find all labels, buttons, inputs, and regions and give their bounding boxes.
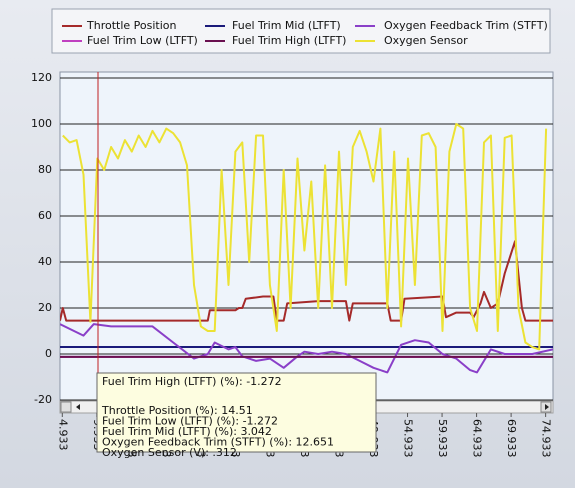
legend-box xyxy=(51,8,551,54)
tooltip-line: Throttle Position (%): 14.51 xyxy=(101,404,253,417)
y-tick-label: 60 xyxy=(38,209,52,222)
y-tick-label: 80 xyxy=(38,163,52,176)
tooltip-line: Oxygen Sensor (V): .312 xyxy=(102,446,237,459)
y-tick-label: 120 xyxy=(31,71,52,84)
x-tick-label: 74.933 xyxy=(540,419,553,458)
x-tick-label: 69.933 xyxy=(505,419,518,458)
x-tick-label: 54.933 xyxy=(402,419,415,458)
tooltip-line: Fuel Trim Mid (LTFT) (%): 3.042 xyxy=(102,425,272,438)
tooltip-line: Oxygen Feedback Trim (STFT) (%): 12.651 xyxy=(102,436,334,449)
y-tick-label: 40 xyxy=(38,255,52,268)
legend-label: Fuel Trim Mid (LTFT) xyxy=(232,19,341,32)
series-line xyxy=(60,240,553,322)
legend-label: Throttle Position xyxy=(86,19,177,32)
legend-label: Fuel Trim High (LTFT) xyxy=(232,34,346,47)
legend-label: Fuel Trim Low (LTFT) xyxy=(87,34,198,47)
legend-label: Oxygen Feedback Trim (STFT) xyxy=(384,19,548,32)
y-tick-label: 100 xyxy=(31,117,52,130)
y-tick-label: 0 xyxy=(45,347,52,360)
tooltip-title: Fuel Trim High (LTFT) (%): -1.272 xyxy=(102,375,282,388)
y-tick-label: -20 xyxy=(34,393,52,406)
tooltip-line: Fuel Trim Low (LTFT) (%): -1.272 xyxy=(102,415,278,428)
x-tick-label: 4.933 xyxy=(56,419,69,451)
x-tick-label: 59.933 xyxy=(436,419,449,458)
x-tick-label: 64.933 xyxy=(471,419,484,458)
tooltip-box xyxy=(96,372,377,453)
scroll-left[interactable] xyxy=(60,401,72,413)
y-tick-label: 20 xyxy=(38,301,52,314)
series-line xyxy=(60,323,553,374)
legend-label: Oxygen Sensor xyxy=(384,34,468,47)
series-line xyxy=(62,123,548,351)
